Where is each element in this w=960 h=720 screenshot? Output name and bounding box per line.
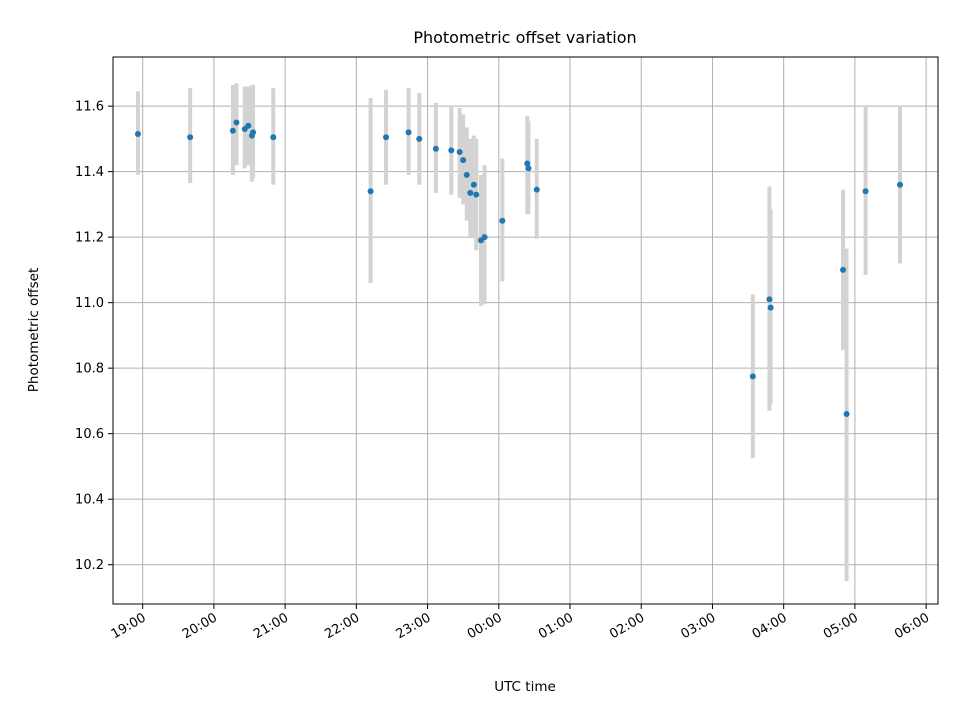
data-point (187, 134, 194, 141)
data-point (245, 122, 252, 129)
data-point (533, 186, 540, 193)
data-point (456, 148, 463, 155)
data-point (467, 189, 474, 196)
x-tick-label: 02:00 (607, 610, 647, 642)
y-tick-label: 10.8 (75, 362, 104, 377)
plot-frame (112, 56, 939, 605)
data-point (840, 266, 847, 273)
x-tick-label: 04:00 (750, 610, 790, 642)
x-tick-label: 05:00 (821, 610, 861, 642)
x-tick-label: 00:00 (465, 610, 505, 642)
data-point (229, 127, 236, 134)
data-point (432, 145, 439, 152)
error-bars (135, 83, 903, 582)
x-tick-label: 21:00 (251, 610, 291, 642)
data-point (448, 147, 455, 154)
data-point (897, 181, 904, 188)
x-tick-label: 01:00 (536, 610, 576, 642)
y-axis-label: Photometric offset (26, 268, 42, 392)
y-tick-label: 11.2 (75, 231, 104, 246)
data-point (383, 134, 390, 141)
grid (113, 57, 938, 604)
x-tick-label: 03:00 (679, 610, 719, 642)
data-point (767, 304, 774, 311)
data-point (270, 134, 277, 141)
data-point (250, 129, 257, 136)
data-point (416, 135, 423, 142)
data-point (766, 296, 773, 303)
y-tick-label: 10.4 (75, 493, 104, 508)
data-point (499, 217, 506, 224)
data-point (134, 130, 141, 137)
data-point (525, 165, 532, 172)
data-point (473, 191, 480, 198)
data-point (463, 171, 470, 178)
y-tick-label: 11.0 (75, 296, 104, 311)
data-point (524, 160, 531, 167)
y-tick-label: 10.2 (75, 558, 104, 573)
data-point (481, 234, 488, 241)
data-point (843, 411, 850, 418)
x-tick-label: 19:00 (109, 610, 149, 642)
data-point (470, 181, 477, 188)
data-point (862, 188, 869, 195)
x-tick-label: 23:00 (394, 610, 434, 642)
y-tick-label: 11.6 (75, 100, 104, 115)
x-tick-label: 20:00 (180, 610, 220, 642)
chart-title: Photometric offset variation (413, 28, 636, 47)
data-point (460, 157, 467, 164)
data-point (405, 129, 412, 136)
x-axis-label: UTC time (494, 679, 556, 695)
x-tick-label: 22:00 (322, 610, 362, 642)
data-points (134, 119, 904, 418)
y-tick-label: 11.4 (75, 165, 104, 180)
x-tick-label: 06:00 (892, 610, 932, 642)
data-point (367, 188, 374, 195)
data-point (749, 373, 756, 380)
y-tick-label: 10.6 (75, 427, 104, 442)
data-point (233, 119, 240, 126)
